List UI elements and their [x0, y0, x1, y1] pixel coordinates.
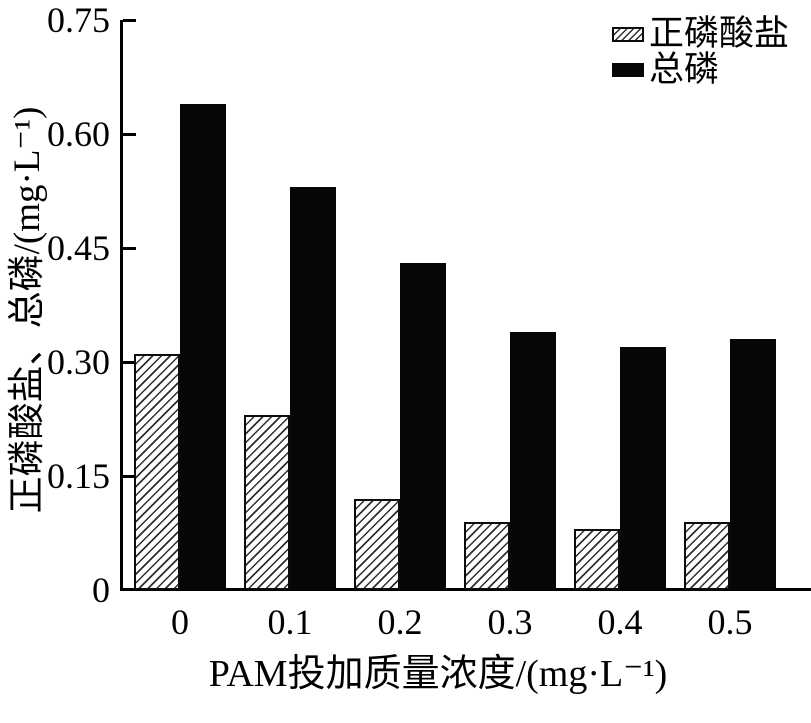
x-tick-label-0.1: 0.1 — [267, 602, 313, 642]
y-tick-mark-0.75 — [123, 18, 136, 22]
bar-total-phosphorus-0 — [180, 104, 226, 590]
y-tick-label: 0.15 — [47, 456, 110, 496]
legend-item-orthophosphate: 正磷酸盐 — [612, 16, 789, 52]
x-tick-label-0.4: 0.4 — [597, 602, 643, 642]
bar-total-phosphorus-0.3 — [510, 332, 556, 590]
y-tick-mark-0.30 — [123, 360, 136, 364]
x-tick-label-0: 0 — [171, 602, 189, 642]
bar-total-phosphorus-0.1 — [290, 187, 336, 590]
y-tick-label: 0 — [92, 570, 110, 610]
legend: 正磷酸盐 总磷 — [612, 16, 789, 88]
y-axis-line — [120, 20, 123, 591]
legend-item-total-phosphorus: 总磷 — [612, 52, 789, 88]
x-tick-label-0.3: 0.3 — [487, 602, 533, 642]
bar-orthophosphate-0.5 — [684, 522, 730, 590]
y-tick-label: 0.60 — [47, 114, 110, 154]
y-tick-mark-0.15 — [123, 474, 136, 478]
y-tick-label: 0.75 — [47, 0, 110, 40]
hatched-swatch-icon — [612, 26, 644, 42]
bar-orthophosphate-0.1 — [244, 415, 290, 590]
y-tick-label: 0.30 — [47, 342, 110, 382]
bar-orthophosphate-0.2 — [354, 499, 400, 590]
bar-total-phosphorus-0.2 — [400, 263, 446, 590]
x-tick-label-0.2: 0.2 — [377, 602, 423, 642]
x-tick-label-0.5: 0.5 — [707, 602, 753, 642]
bar-total-phosphorus-0.5 — [730, 339, 776, 590]
solid-swatch-icon — [612, 63, 644, 77]
legend-label-total-phosphorus: 总磷 — [649, 50, 720, 89]
bar-orthophosphate-0.4 — [574, 529, 620, 590]
bar-total-phosphorus-0.4 — [620, 347, 666, 590]
x-axis-title: PAM投加质量浓度/(mg·L⁻¹) — [208, 653, 668, 695]
plot-area — [123, 20, 811, 590]
bar-orthophosphate-0.3 — [464, 522, 510, 590]
bar-orthophosphate-0 — [134, 354, 180, 590]
y-tick-mark-0.45 — [123, 246, 136, 250]
y-tick-mark-0.60 — [123, 132, 136, 136]
legend-label-orthophosphate: 正磷酸盐 — [649, 14, 790, 53]
y-tick-label: 0.45 — [47, 228, 110, 268]
